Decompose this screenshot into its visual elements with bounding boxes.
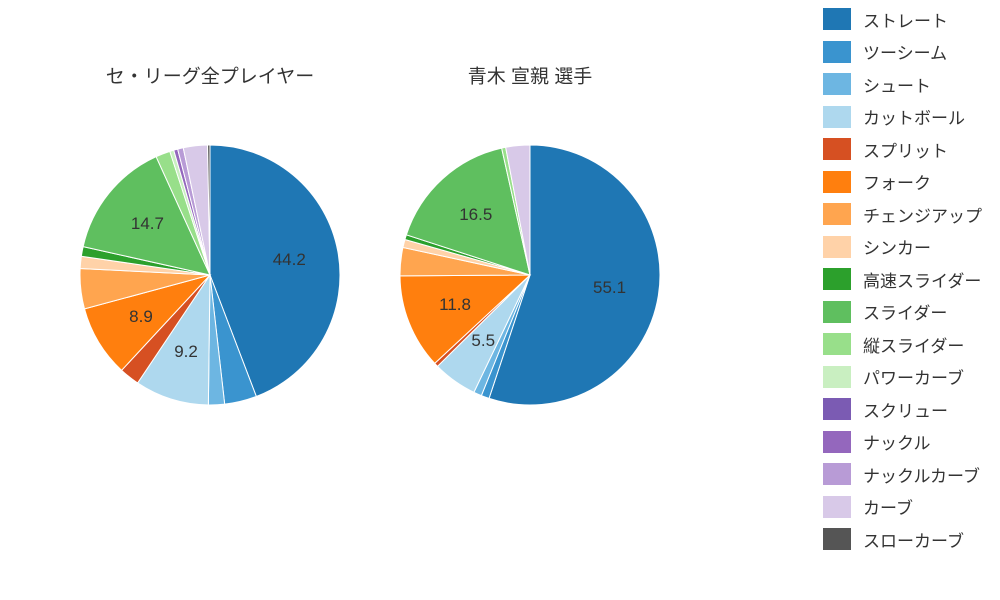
legend-swatch [823, 73, 851, 95]
legend: ストレートツーシームシュートカットボールスプリットフォークチェンジアップシンカー… [823, 8, 982, 561]
legend-item-twoseam: ツーシーム [823, 41, 982, 63]
legend-item-knuckle: ナックル [823, 431, 982, 453]
chart-title-0: セ・リーグ全プレイヤー [106, 62, 314, 89]
legend-swatch [823, 138, 851, 160]
pie-label-slider: 14.7 [131, 214, 164, 234]
legend-swatch [823, 8, 851, 30]
legend-item-fast_slider: 高速スライダー [823, 268, 982, 290]
legend-label: チェンジアップ [863, 202, 982, 227]
legend-swatch [823, 366, 851, 388]
legend-item-curve: カーブ [823, 496, 982, 518]
legend-item-slider: スライダー [823, 301, 982, 323]
legend-swatch [823, 106, 851, 128]
legend-label: ナックル [863, 429, 931, 454]
legend-item-slow_curve: スローカーブ [823, 528, 982, 550]
pie-label-fork: 11.8 [439, 295, 471, 315]
pie-label-cutball: 9.2 [174, 342, 198, 362]
legend-swatch [823, 528, 851, 550]
legend-swatch [823, 301, 851, 323]
legend-label: スライダー [863, 299, 947, 324]
legend-swatch [823, 496, 851, 518]
pie-label-fork: 8.9 [129, 307, 153, 327]
legend-swatch [823, 171, 851, 193]
pie-0 [78, 143, 342, 407]
legend-label: 高速スライダー [863, 267, 981, 292]
pie-label-straight: 44.2 [273, 250, 306, 270]
legend-label: ナックルカーブ [863, 462, 980, 487]
pie-label-cutball: 5.5 [471, 331, 495, 351]
legend-item-fork: フォーク [823, 171, 982, 193]
pie-label-slider: 16.5 [459, 205, 492, 225]
legend-item-split: スプリット [823, 138, 982, 160]
legend-swatch [823, 398, 851, 420]
legend-label: カーブ [863, 494, 913, 519]
chart-container: セ・リーグ全プレイヤー 青木 宣親 選手 44.2 9.2 8.9 14.7 55.1 5.… [0, 0, 1000, 600]
pie-1 [398, 143, 662, 407]
legend-label: 縦スライダー [863, 332, 964, 357]
legend-item-straight: ストレート [823, 8, 982, 30]
legend-item-v_slider: 縦スライダー [823, 333, 982, 355]
legend-item-knuckle_curve: ナックルカーブ [823, 463, 982, 485]
legend-label: ストレート [863, 7, 948, 32]
legend-item-screw: スクリュー [823, 398, 982, 420]
legend-swatch [823, 41, 851, 63]
legend-label: スプリット [863, 137, 948, 162]
legend-label: スクリュー [863, 397, 948, 422]
legend-item-cutball: カットボール [823, 106, 982, 128]
legend-swatch [823, 268, 851, 290]
pie-label-straight: 55.1 [593, 278, 626, 298]
legend-label: シンカー [863, 234, 931, 259]
legend-label: カットボール [863, 104, 965, 129]
legend-label: パワーカーブ [863, 364, 964, 389]
legend-swatch [823, 236, 851, 258]
legend-item-shoot: シュート [823, 73, 982, 95]
legend-swatch [823, 333, 851, 355]
legend-label: ツーシーム [863, 39, 947, 64]
legend-item-changeup: チェンジアップ [823, 203, 982, 225]
legend-label: シュート [863, 72, 931, 97]
legend-label: フォーク [863, 169, 931, 194]
legend-item-power_curve: パワーカーブ [823, 366, 982, 388]
legend-label: スローカーブ [863, 527, 964, 552]
legend-swatch [823, 463, 851, 485]
legend-item-sinker: シンカー [823, 236, 982, 258]
legend-swatch [823, 203, 851, 225]
legend-swatch [823, 431, 851, 453]
chart-title-1: 青木 宣親 選手 [468, 62, 593, 89]
